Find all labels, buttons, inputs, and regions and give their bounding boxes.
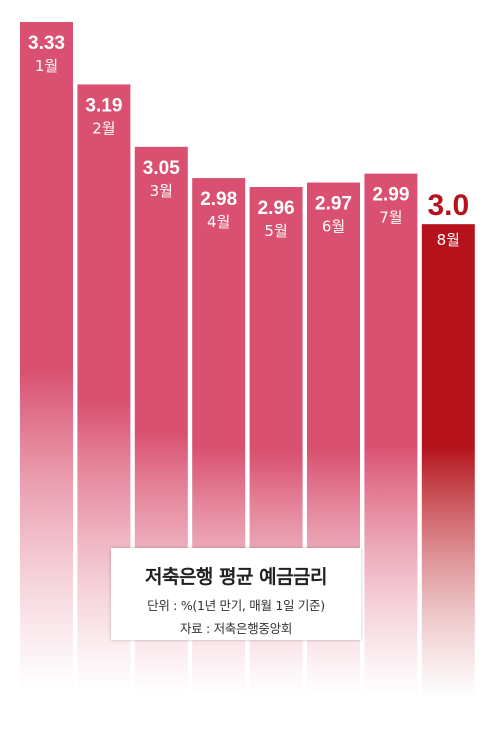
value-label: 2.99: [372, 185, 409, 206]
bar-1월: [20, 22, 73, 717]
value-label: 3.19: [85, 95, 122, 116]
bar-8월: [421, 224, 475, 717]
value-label: 3.33: [28, 33, 65, 54]
category-label: 2월: [92, 119, 115, 137]
category-label: 8월: [437, 231, 460, 249]
legend-box: 저축은행 평균 예금금리 단위 : %(1년 만기, 매월 1일 기준) 자료 …: [111, 548, 361, 640]
value-label: 2.97: [315, 194, 352, 215]
category-label: 5월: [264, 222, 287, 240]
category-label: 4월: [207, 213, 230, 231]
legend-title: 저축은행 평균 예금금리: [144, 566, 328, 588]
category-label: 1월: [35, 57, 58, 75]
bar-7월: [364, 173, 418, 717]
category-label: 6월: [322, 218, 345, 236]
category-label: 7월: [379, 209, 402, 227]
value-label: 2.96: [258, 198, 295, 219]
legend-source: 자료 : 저축은행중앙회: [179, 621, 293, 636]
category-label: 3월: [150, 182, 173, 200]
value-label: 3.0: [427, 189, 469, 222]
value-label: 2.98: [200, 189, 237, 210]
legend-unit: 단위 : %(1년 만기, 매월 1일 기준): [147, 598, 325, 613]
value-label: 3.05: [143, 158, 180, 179]
